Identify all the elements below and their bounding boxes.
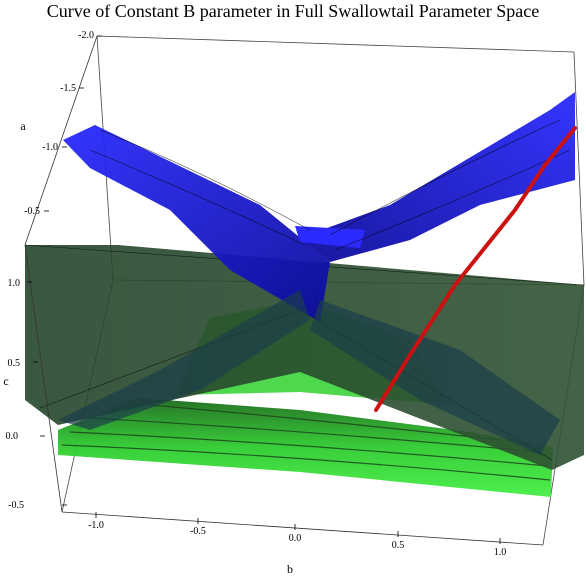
b-tick-label: 0.5 bbox=[392, 540, 405, 551]
a-tick-label: -1.0 bbox=[42, 142, 58, 153]
b-axis-ticks: -1.0 -0.5 0.0 0.5 1.0 bbox=[88, 520, 506, 558]
a-tick-label: -2.0 bbox=[78, 30, 94, 41]
c-axis-ticks: -0.5 0.0 0.5 1.0 bbox=[6, 278, 25, 511]
constant-b-curve bbox=[374, 126, 577, 412]
a-axis-ticks: -2.0 -1.5 -1.0 -0.5 bbox=[24, 30, 94, 217]
c-tick-label: 0.0 bbox=[6, 431, 19, 442]
c-tick-label: -0.5 bbox=[8, 500, 24, 511]
a-axis-label: a bbox=[20, 119, 26, 133]
c-tick-label: 0.5 bbox=[8, 358, 21, 369]
bounding-box-front bbox=[24, 35, 544, 546]
c-tick-label: 1.0 bbox=[8, 278, 21, 289]
a-tick-label: -1.5 bbox=[60, 83, 76, 94]
b-tick-label: 0.0 bbox=[289, 533, 302, 544]
surface-blue bbox=[58, 92, 575, 455]
b-tick-label: -1.0 bbox=[88, 520, 104, 531]
c-axis-label: c bbox=[3, 374, 8, 388]
b-tick-label: 1.0 bbox=[494, 547, 507, 558]
chart-title: Curve of Constant B parameter in Full Sw… bbox=[46, 1, 540, 21]
axis-tick-marks bbox=[27, 35, 501, 544]
a-tick-label: -0.5 bbox=[24, 206, 40, 217]
b-axis-label: b bbox=[287, 562, 293, 576]
b-tick-label: -0.5 bbox=[190, 526, 206, 537]
